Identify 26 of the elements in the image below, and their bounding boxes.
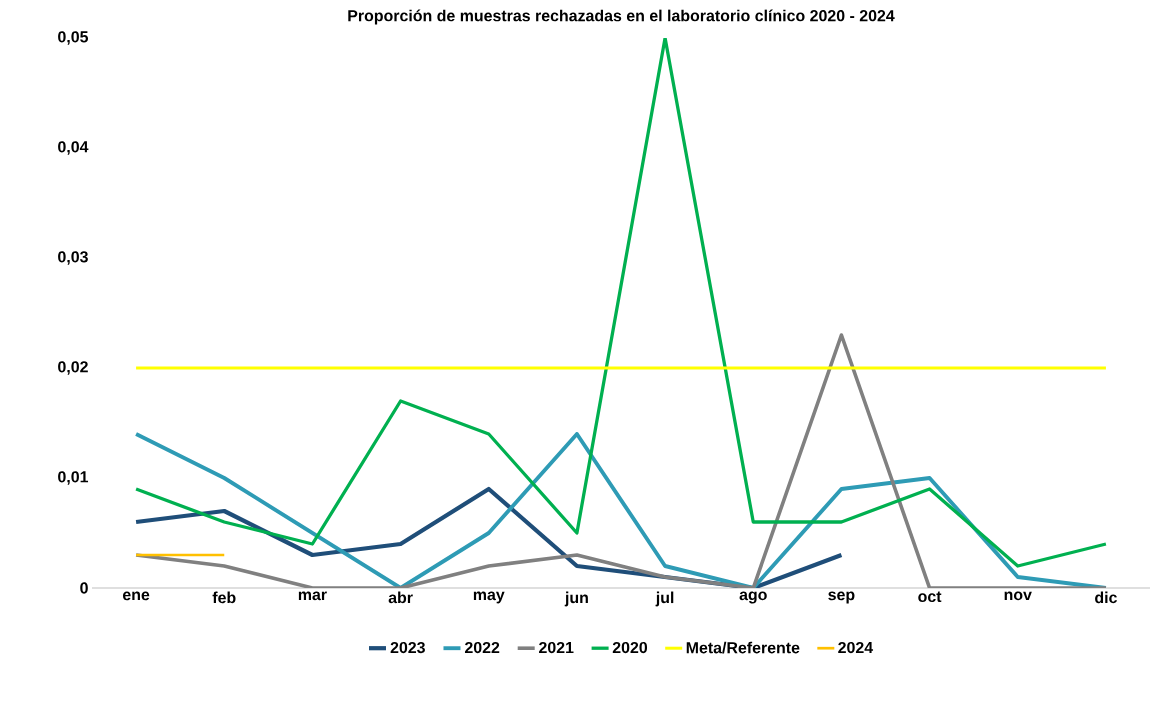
x-tick-label: nov — [1004, 591, 1032, 601]
legend-label: 2024 — [838, 641, 874, 654]
legend-label: 2020 — [612, 641, 648, 654]
x-tick-label: feb — [212, 591, 236, 604]
chart-title: Proporción de muestras rechazadas en el laboratorio clínico 2020 - 2024 — [348, 9, 895, 25]
y-tick-label: 0,04 — [58, 141, 89, 155]
y-tick-label: 0,02 — [58, 361, 88, 375]
line-series — [134, 38, 1108, 568]
x-tick-label: jul — [655, 591, 674, 607]
x-tick-label: mar — [298, 591, 327, 601]
legend-label: 2023 — [390, 641, 425, 654]
legend-label: 2022 — [464, 641, 500, 654]
y-tick-label: 0,03 — [58, 251, 88, 265]
x-tick-label: ene — [122, 591, 150, 601]
x-tick-label: may — [473, 591, 505, 604]
x-tick-label: abr — [388, 591, 413, 604]
y-tick-label: 0,05 — [58, 31, 89, 45]
x-tick-label: ago — [739, 591, 767, 604]
x-tick-label: sep — [828, 591, 855, 604]
x-tick-label: jun — [564, 591, 588, 607]
x-tick-label: dic — [1095, 591, 1117, 604]
x-tick-label: oct — [918, 591, 942, 603]
legend-label: 2021 — [539, 641, 574, 654]
legend-label: Meta/Referente — [686, 641, 800, 654]
y-tick-label: 0,01 — [58, 471, 89, 485]
y-tick-label: 0 — [80, 582, 88, 594]
